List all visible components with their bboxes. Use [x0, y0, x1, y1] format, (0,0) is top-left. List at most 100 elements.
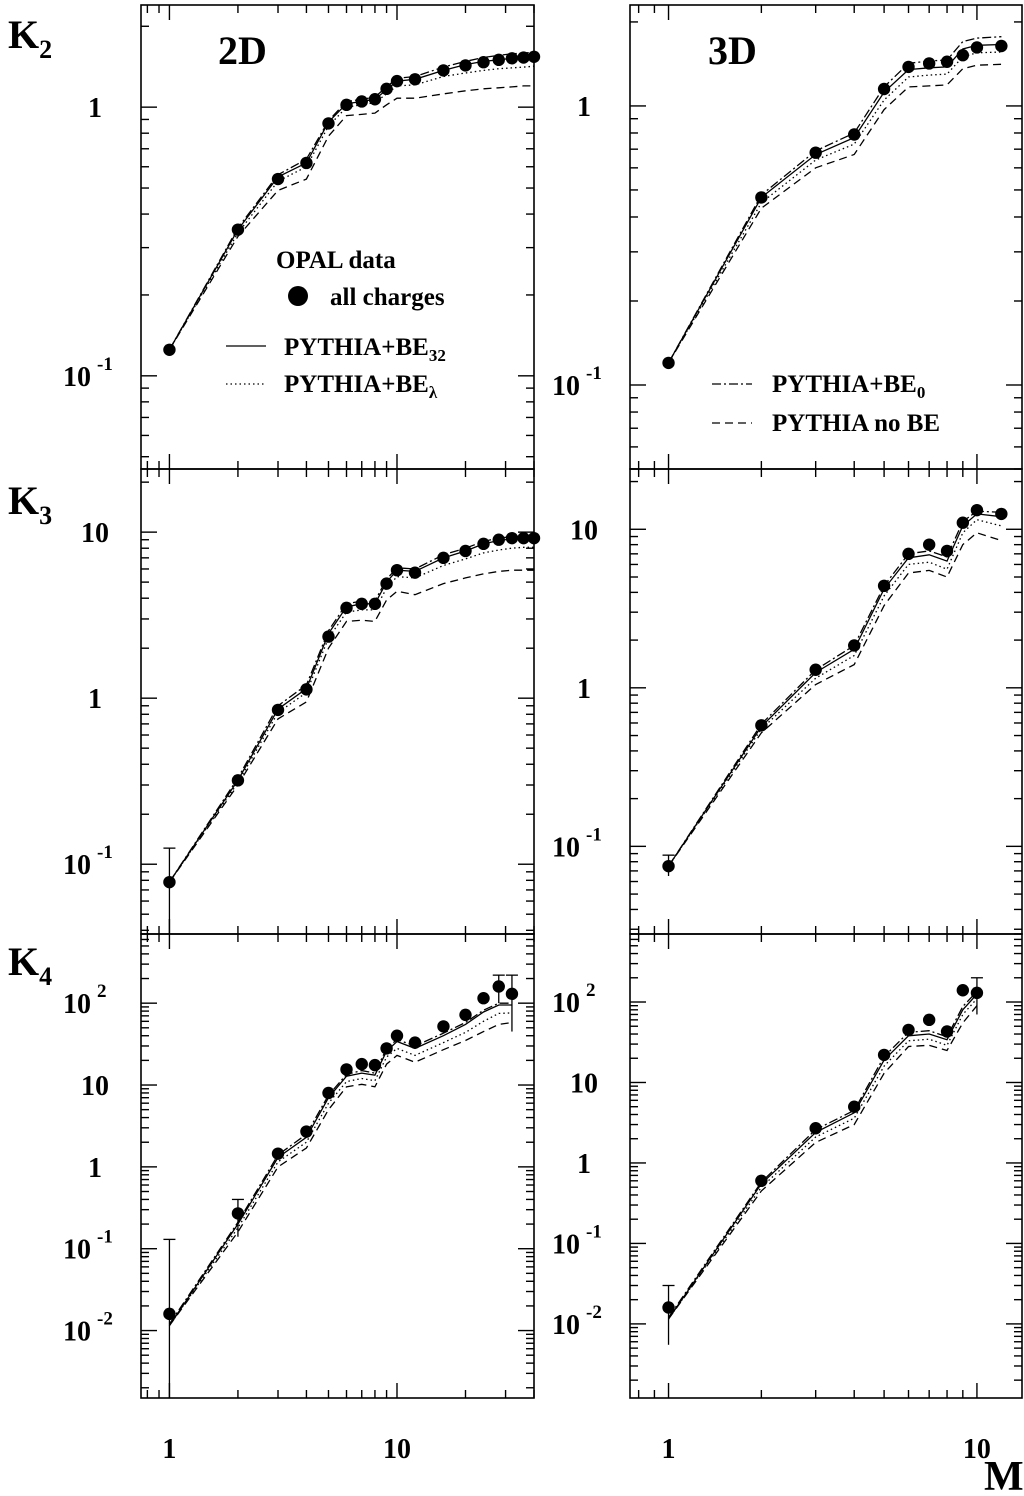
- y-tick-label: 10 -2: [63, 1309, 113, 1348]
- data-point: [848, 1100, 861, 1113]
- data-point: [970, 986, 984, 1000]
- y-tick-label-mantissa: 10: [63, 1317, 91, 1348]
- data-point: [922, 1013, 936, 1027]
- y-tick-label: 1: [577, 1149, 591, 1180]
- legend-right: PYTHIA+BE0 PYTHIA no BE: [712, 371, 940, 437]
- legend-be32: PYTHIA+BE32: [284, 334, 446, 365]
- x-tick-label: 1: [162, 1434, 176, 1465]
- panel-frame: [140, 4, 535, 470]
- y-tick-label-mantissa: 10: [63, 850, 91, 881]
- data-point: [848, 128, 861, 141]
- panel-K3-2D: 10 -1 1 10: [63, 468, 541, 935]
- data-point: [355, 597, 368, 611]
- legend-belambda: PYTHIA+BEλ: [284, 371, 438, 402]
- x-tick-label: 10: [383, 1434, 411, 1465]
- data-point: [322, 117, 335, 130]
- y-tick-label: 10: [570, 1068, 598, 1099]
- data-point: [527, 50, 541, 63]
- data-point: [390, 1029, 404, 1042]
- panel-K4-2D: 10 -2 10 -1 1 10 10 2 1 10: [63, 933, 535, 1465]
- series-line-pythia-be-: [667, 51, 1002, 364]
- data-point: [848, 639, 861, 652]
- data-point: [492, 53, 505, 67]
- y-tick-label-exponent: -1: [97, 354, 113, 375]
- series-line-pythia-be32: [667, 993, 978, 1320]
- panel-frame: [629, 933, 1023, 1399]
- y-tick-label-exponent: 2: [586, 980, 596, 1001]
- series-line-pythia-be-: [667, 518, 1002, 867]
- data-point: [922, 57, 936, 70]
- y-tick-label: 1: [577, 92, 591, 123]
- ylabel-k3-sub: 3: [39, 501, 52, 530]
- data-point: [505, 531, 519, 545]
- data-point: [877, 82, 891, 96]
- ylabel-k2-sub: 2: [39, 35, 52, 64]
- series-line-pythia-be0: [667, 991, 978, 1318]
- data-point: [902, 60, 915, 74]
- data-point: [390, 563, 404, 577]
- data-point: [459, 59, 472, 72]
- data-point: [408, 1036, 422, 1049]
- y-tick-label-mantissa: 10: [552, 832, 580, 863]
- data-point: [300, 683, 313, 696]
- series-line-pythia-be0: [667, 510, 1002, 867]
- legend-all-charges: all charges: [330, 284, 445, 311]
- data-point: [505, 52, 519, 65]
- y-tick-label-mantissa: 10: [63, 989, 91, 1020]
- data-point: [505, 987, 519, 1001]
- data-point: [380, 577, 393, 590]
- legend-be32-sub: 32: [429, 346, 446, 365]
- series-line-pythia-no-be: [667, 1005, 978, 1320]
- legend-heading: OPAL data: [276, 247, 396, 274]
- data-point: [902, 547, 915, 561]
- data-point: [340, 98, 353, 112]
- series-line-pythia-be0: [168, 535, 534, 883]
- data-point: [163, 875, 176, 889]
- data-point: [340, 601, 353, 615]
- y-tick-label-exponent: -1: [97, 1227, 113, 1248]
- data-point: [995, 507, 1008, 521]
- data-point: [956, 984, 970, 997]
- data-point: [477, 992, 490, 1005]
- ylabel-k3: K3: [8, 478, 52, 530]
- data-point: [877, 1048, 891, 1062]
- legend-be0-main: PYTHIA+BE: [772, 371, 917, 398]
- y-tick-label-exponent: -2: [586, 1302, 602, 1323]
- series-line-pythia-be32: [168, 537, 534, 883]
- y-tick-label-mantissa: 10: [552, 988, 580, 1019]
- series-line-pythia-no-be: [667, 63, 1002, 364]
- ylabel-k4: K4: [8, 939, 52, 991]
- y-tick-label: 10 -1: [552, 824, 602, 863]
- data-point: [355, 1057, 368, 1071]
- data-point: [922, 538, 936, 551]
- data-point: [380, 1042, 393, 1055]
- series-line-pythia-be32: [667, 43, 1002, 364]
- data-point: [408, 566, 422, 579]
- legend-left: OPAL data all charges PYTHIA+BE32 PYTHIA…: [226, 247, 446, 402]
- y-tick-label: 10: [570, 515, 598, 546]
- y-tick-label: 10 -1: [63, 354, 113, 393]
- panel-frame: [140, 468, 535, 935]
- ylabel-k2: K2: [8, 12, 52, 64]
- data-point: [755, 191, 768, 204]
- y-tick-label-mantissa: 10: [63, 1235, 91, 1266]
- panel-frame: [629, 468, 1023, 935]
- panel-K4-3D: 10 -2 10 -1 1 10 10 2 1 10: [552, 933, 1023, 1465]
- data-point: [368, 93, 382, 106]
- data-point: [662, 1301, 675, 1314]
- data-point: [809, 146, 822, 159]
- data-point: [492, 533, 505, 546]
- data-point: [231, 774, 245, 787]
- column-title-3d: 3D: [708, 28, 757, 73]
- y-tick-label: 1: [577, 674, 591, 705]
- y-tick-label: 10: [81, 518, 109, 549]
- data-point: [459, 1008, 472, 1022]
- data-point: [755, 1174, 768, 1188]
- data-point: [355, 95, 368, 108]
- panel-frame: [629, 4, 1023, 470]
- y-tick-label-mantissa: 10: [552, 1310, 580, 1341]
- series-line-pythia-no-be: [168, 1021, 512, 1326]
- panel-K2-3D: 10 -1 1: [552, 4, 1023, 470]
- data-point: [995, 39, 1008, 53]
